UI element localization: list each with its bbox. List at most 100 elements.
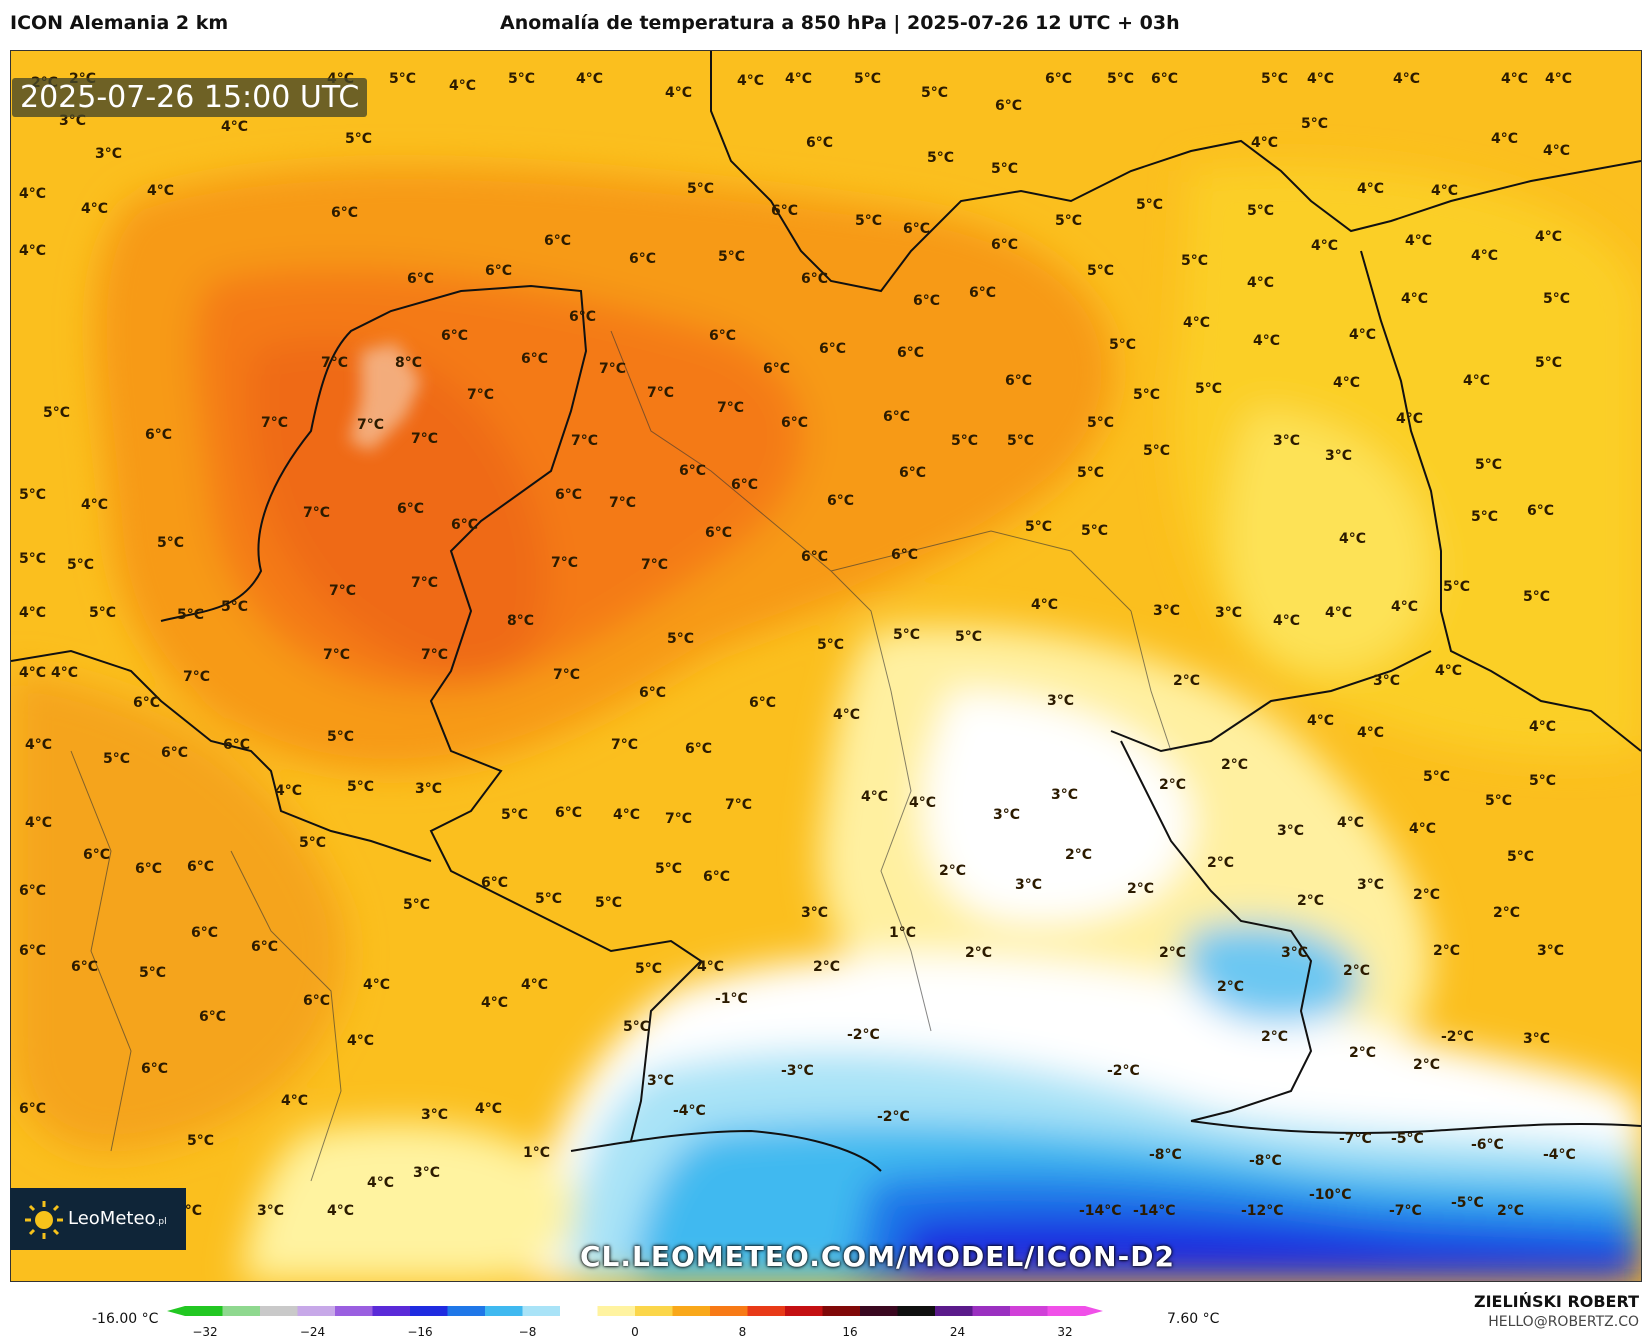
temperature-label: 6°C bbox=[145, 427, 172, 443]
temperature-label: 6°C bbox=[441, 328, 468, 344]
temperature-label: -7°C bbox=[1389, 1203, 1422, 1219]
temperature-label: 6°C bbox=[251, 939, 278, 955]
temperature-label: 3°C bbox=[415, 781, 442, 797]
temperature-label: 6°C bbox=[1045, 71, 1072, 87]
temperature-label: 5°C bbox=[43, 405, 70, 421]
temperature-label: 5°C bbox=[139, 965, 166, 981]
temperature-label: 6°C bbox=[897, 345, 924, 361]
temperature-label: 6°C bbox=[763, 361, 790, 377]
temperature-label: 5°C bbox=[1055, 213, 1082, 229]
temperature-label: 5°C bbox=[157, 535, 184, 551]
temperature-label: 4°C bbox=[1273, 613, 1300, 629]
temperature-label: 2°C bbox=[965, 945, 992, 961]
scale-color-segment bbox=[860, 1306, 898, 1316]
temperature-label: 7°C bbox=[421, 647, 448, 663]
temperature-label: 4°C bbox=[909, 795, 936, 811]
scale-left-arrow bbox=[167, 1306, 185, 1316]
temperature-label: 5°C bbox=[1543, 291, 1570, 307]
scale-min-label: -16.00 °C bbox=[92, 1311, 159, 1327]
temperature-label: 3°C bbox=[1153, 603, 1180, 619]
temperature-label: 6°C bbox=[555, 805, 582, 821]
temperature-label: 5°C bbox=[403, 897, 430, 913]
temperature-label: 4°C bbox=[1396, 411, 1423, 427]
temperature-label: 7°C bbox=[641, 557, 668, 573]
valid-time-badge: 2025-07-26 15:00 UTC bbox=[12, 78, 368, 117]
temperature-label: 4°C bbox=[1339, 531, 1366, 547]
scale-color-segment bbox=[522, 1306, 561, 1316]
temperature-label: 6°C bbox=[555, 487, 582, 503]
temperature-label: 4°C bbox=[19, 243, 46, 259]
temperature-label: 5°C bbox=[1471, 509, 1498, 525]
temperature-label: 4°C bbox=[1311, 238, 1338, 254]
temperature-label: -4°C bbox=[1543, 1147, 1576, 1163]
temperature-label: 5°C bbox=[1475, 457, 1502, 473]
temperature-label: 4°C bbox=[1529, 719, 1556, 735]
author-name: ZIELIŃSKI ROBERT bbox=[1473, 1292, 1639, 1311]
temperature-label: 3°C bbox=[1281, 945, 1308, 961]
temperature-label: 7°C bbox=[323, 647, 350, 663]
temperature-label: 3°C bbox=[421, 1107, 448, 1123]
temperature-label: 4°C bbox=[1431, 183, 1458, 199]
scale-tick-label: 8 bbox=[739, 1325, 747, 1339]
scale-color-segment bbox=[485, 1306, 523, 1316]
temperature-label: 5°C bbox=[501, 807, 528, 823]
temperature-label: 5°C bbox=[655, 861, 682, 877]
watermark-url: CL.LEOMETEO.COM/MODEL/ICON-D2 bbox=[580, 1240, 1175, 1273]
temperature-label: 6°C bbox=[161, 745, 188, 761]
scale-color-segment bbox=[710, 1306, 748, 1316]
temperature-label: 6°C bbox=[629, 251, 656, 267]
temperature-label: 6°C bbox=[969, 285, 996, 301]
temperature-label: 2°C bbox=[939, 863, 966, 879]
scale-color-segment bbox=[672, 1306, 711, 1316]
temperature-label: 5°C bbox=[1133, 387, 1160, 403]
temperature-label: 5°C bbox=[187, 1133, 214, 1149]
temperature-label: 6°C bbox=[749, 695, 776, 711]
temperature-label: 5°C bbox=[1301, 116, 1328, 132]
temperature-label: 4°C bbox=[19, 605, 46, 621]
temperature-label: 4°C bbox=[613, 807, 640, 823]
temperature-label: 4°C bbox=[1337, 815, 1364, 831]
temperature-anomaly-map[interactable]: 2°C 2°C 3°C 4°C 4°C 5°C 4°C 5°C 4°C 4°C 4°C 4°C 5°C 5… bbox=[10, 50, 1642, 1282]
temperature-label: 6°C bbox=[709, 328, 736, 344]
temperature-label: 4°C bbox=[281, 1093, 308, 1109]
temperature-label: 4°C bbox=[363, 977, 390, 993]
scale-tick-label: −16 bbox=[407, 1325, 432, 1339]
temperature-label: -7°C bbox=[1339, 1131, 1372, 1147]
temperature-label: 7°C bbox=[599, 361, 626, 377]
temperature-label: 5°C bbox=[1523, 589, 1550, 605]
temperature-label: 5°C bbox=[1109, 337, 1136, 353]
temperature-label: 8°C bbox=[395, 355, 422, 371]
temperature-label: 2°C bbox=[1413, 1057, 1440, 1073]
temperature-label: 5°C bbox=[177, 607, 204, 623]
temperature-label: 4°C bbox=[1253, 333, 1280, 349]
scale-color-segment bbox=[222, 1306, 261, 1316]
temperature-label: 7°C bbox=[411, 575, 438, 591]
temperature-label: 1°C bbox=[523, 1145, 550, 1161]
scale-max-label: 7.60 °C bbox=[1167, 1311, 1220, 1327]
temperature-label: 7°C bbox=[261, 415, 288, 431]
temperature-label: 6°C bbox=[331, 205, 358, 221]
temperature-label: 5°C bbox=[1423, 769, 1450, 785]
temperature-label: 5°C bbox=[1485, 793, 1512, 809]
temperature-label: 4°C bbox=[1545, 71, 1572, 87]
scale-color-segment bbox=[822, 1306, 861, 1316]
scale-color-segment bbox=[185, 1306, 223, 1316]
temperature-label: 5°C bbox=[389, 71, 416, 87]
temperature-label: 5°C bbox=[718, 249, 745, 265]
temperature-label: 6°C bbox=[913, 293, 940, 309]
temperature-label: -8°C bbox=[1249, 1153, 1282, 1169]
temperature-label: 3°C bbox=[993, 807, 1020, 823]
temperature-label: 2°C bbox=[1207, 855, 1234, 871]
borders bbox=[11, 51, 1641, 1172]
temperature-label: 4°C bbox=[1183, 315, 1210, 331]
temperature-label: 6°C bbox=[223, 737, 250, 753]
temperature-label: 5°C bbox=[595, 895, 622, 911]
temperature-label: 3°C bbox=[257, 1203, 284, 1219]
temperature-label: 4°C bbox=[1325, 605, 1352, 621]
temperature-label: 5°C bbox=[1261, 71, 1288, 87]
temperature-label: 3°C bbox=[1015, 877, 1042, 893]
temperature-label: 2°C bbox=[1261, 1029, 1288, 1045]
temperature-label: 4°C bbox=[449, 78, 476, 94]
temperature-label: 7°C bbox=[321, 355, 348, 371]
temperature-label: 5°C bbox=[327, 729, 354, 745]
